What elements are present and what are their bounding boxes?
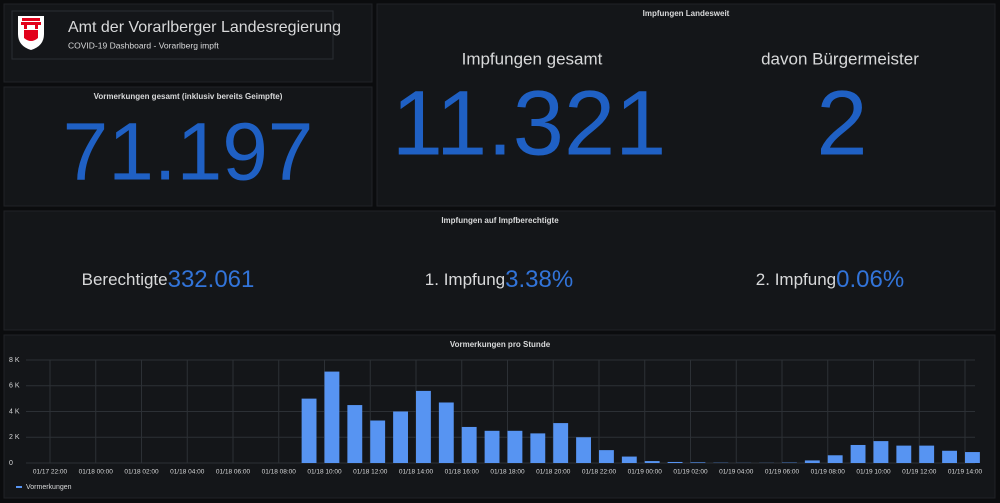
bar [599, 450, 614, 463]
bar [416, 390, 431, 463]
y-tick-label: 8 K [9, 357, 20, 364]
y-tick-label: 4 K [9, 408, 20, 415]
bar [667, 461, 683, 463]
bar [690, 462, 706, 463]
x-tick-label: 01/19 02:00 [673, 469, 708, 476]
header-box [11, 10, 334, 60]
stat-value: 71.197 [63, 107, 314, 198]
bar [621, 456, 637, 463]
stat-label: 1. Impfung [425, 270, 505, 289]
bar [919, 445, 935, 463]
x-tick-label: 01/18 10:00 [307, 469, 342, 476]
panel-title: Impfungen auf Impfberechtigte [441, 216, 559, 225]
bar [530, 433, 546, 463]
bar [438, 402, 454, 463]
x-tick-label: 01/18 16:00 [445, 469, 480, 476]
bar [301, 398, 317, 463]
berechtigte-panel [3, 210, 996, 331]
stat-value: 332.061 [168, 266, 255, 293]
x-tick-label: 01/18 22:00 [582, 469, 617, 476]
bar [873, 441, 889, 463]
vormerkungen-panel [3, 86, 373, 207]
logo [18, 16, 44, 50]
bar [324, 371, 340, 463]
x-tick-label: 01/18 00:00 [79, 469, 114, 476]
x-tick-label: 01/18 18:00 [490, 469, 525, 476]
x-tick-label: 01/18 04:00 [170, 469, 205, 476]
header-panel [3, 3, 373, 83]
x-tick-label: 01/19 14:00 [948, 469, 983, 476]
chart-title: Vormerkungen pro Stunde [450, 340, 551, 349]
bar [507, 430, 523, 463]
panel-title: Vormerkungen gesamt (inklusiv bereits Ge… [94, 92, 283, 101]
bar [804, 460, 820, 463]
stat-label: Impfungen gesamt [462, 49, 603, 68]
bar [644, 461, 660, 463]
stat: Berechtigte332.061 [82, 266, 255, 293]
bar [484, 430, 500, 463]
bar [896, 445, 912, 463]
bar [461, 426, 477, 463]
x-tick-label: 01/18 14:00 [399, 469, 434, 476]
x-tick-label: 01/18 06:00 [216, 469, 251, 476]
bar [965, 452, 980, 463]
stat: 2. Impfung0.06% [756, 266, 904, 293]
x-tick-label: 01/19 04:00 [719, 469, 754, 476]
y-tick-label: 2 K [9, 434, 20, 441]
bar [347, 405, 363, 463]
x-tick-label: 01/18 02:00 [124, 469, 159, 476]
x-tick-label: 01/18 20:00 [536, 469, 571, 476]
stat-label: 2. Impfung [756, 270, 836, 289]
y-tick-label: 6 K [9, 383, 20, 390]
header-title: Amt der Vorarlberger Landesregierung [68, 19, 341, 36]
x-tick-label: 01/19 12:00 [902, 469, 937, 476]
stat-value: 0.06% [836, 266, 904, 293]
x-tick-label: 01/19 08:00 [811, 469, 846, 476]
bar [827, 455, 843, 463]
stat-label: Berechtigte [82, 270, 168, 289]
x-tick-label: 01/19 10:00 [856, 469, 891, 476]
x-tick-label: 01/17 22:00 [33, 469, 68, 476]
y-tick-label: 0 [9, 460, 13, 467]
impfungen-panel [376, 3, 996, 207]
x-tick-label: 01/19 00:00 [628, 469, 663, 476]
panel-title: Impfungen Landesweit [643, 9, 730, 18]
bar [370, 420, 386, 463]
stat-value: 2 [816, 72, 867, 174]
bar [393, 411, 408, 463]
bar [942, 450, 957, 463]
x-tick-label: 01/18 08:00 [262, 469, 297, 476]
header-subtitle: COVID-19 Dashboard - Vorarlberg impft [68, 40, 219, 50]
bar [576, 437, 591, 463]
bar [850, 444, 866, 463]
stat-value: 3.38% [505, 266, 573, 293]
x-tick-label: 01/18 12:00 [353, 469, 388, 476]
stat: 1. Impfung3.38% [425, 266, 573, 293]
legend-label: Vormerkungen [26, 484, 72, 491]
bar [553, 423, 569, 463]
stat-value: 11.321 [392, 72, 667, 174]
chart-panel [3, 334, 996, 499]
x-tick-label: 01/19 06:00 [765, 469, 800, 476]
stat-label: davon Bürgermeister [761, 49, 919, 68]
